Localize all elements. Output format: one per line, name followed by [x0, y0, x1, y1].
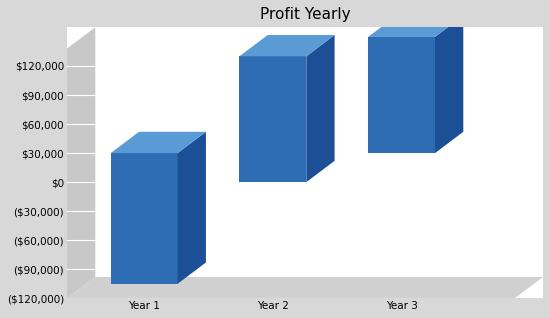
Polygon shape	[111, 132, 206, 153]
Polygon shape	[67, 277, 543, 298]
Polygon shape	[239, 35, 334, 56]
Polygon shape	[111, 153, 178, 284]
Polygon shape	[178, 132, 206, 284]
Polygon shape	[368, 16, 463, 37]
Polygon shape	[306, 35, 334, 182]
Title: Profit Yearly: Profit Yearly	[260, 7, 350, 22]
Polygon shape	[368, 37, 435, 153]
Polygon shape	[435, 16, 463, 153]
Polygon shape	[67, 27, 95, 298]
Polygon shape	[239, 56, 306, 182]
